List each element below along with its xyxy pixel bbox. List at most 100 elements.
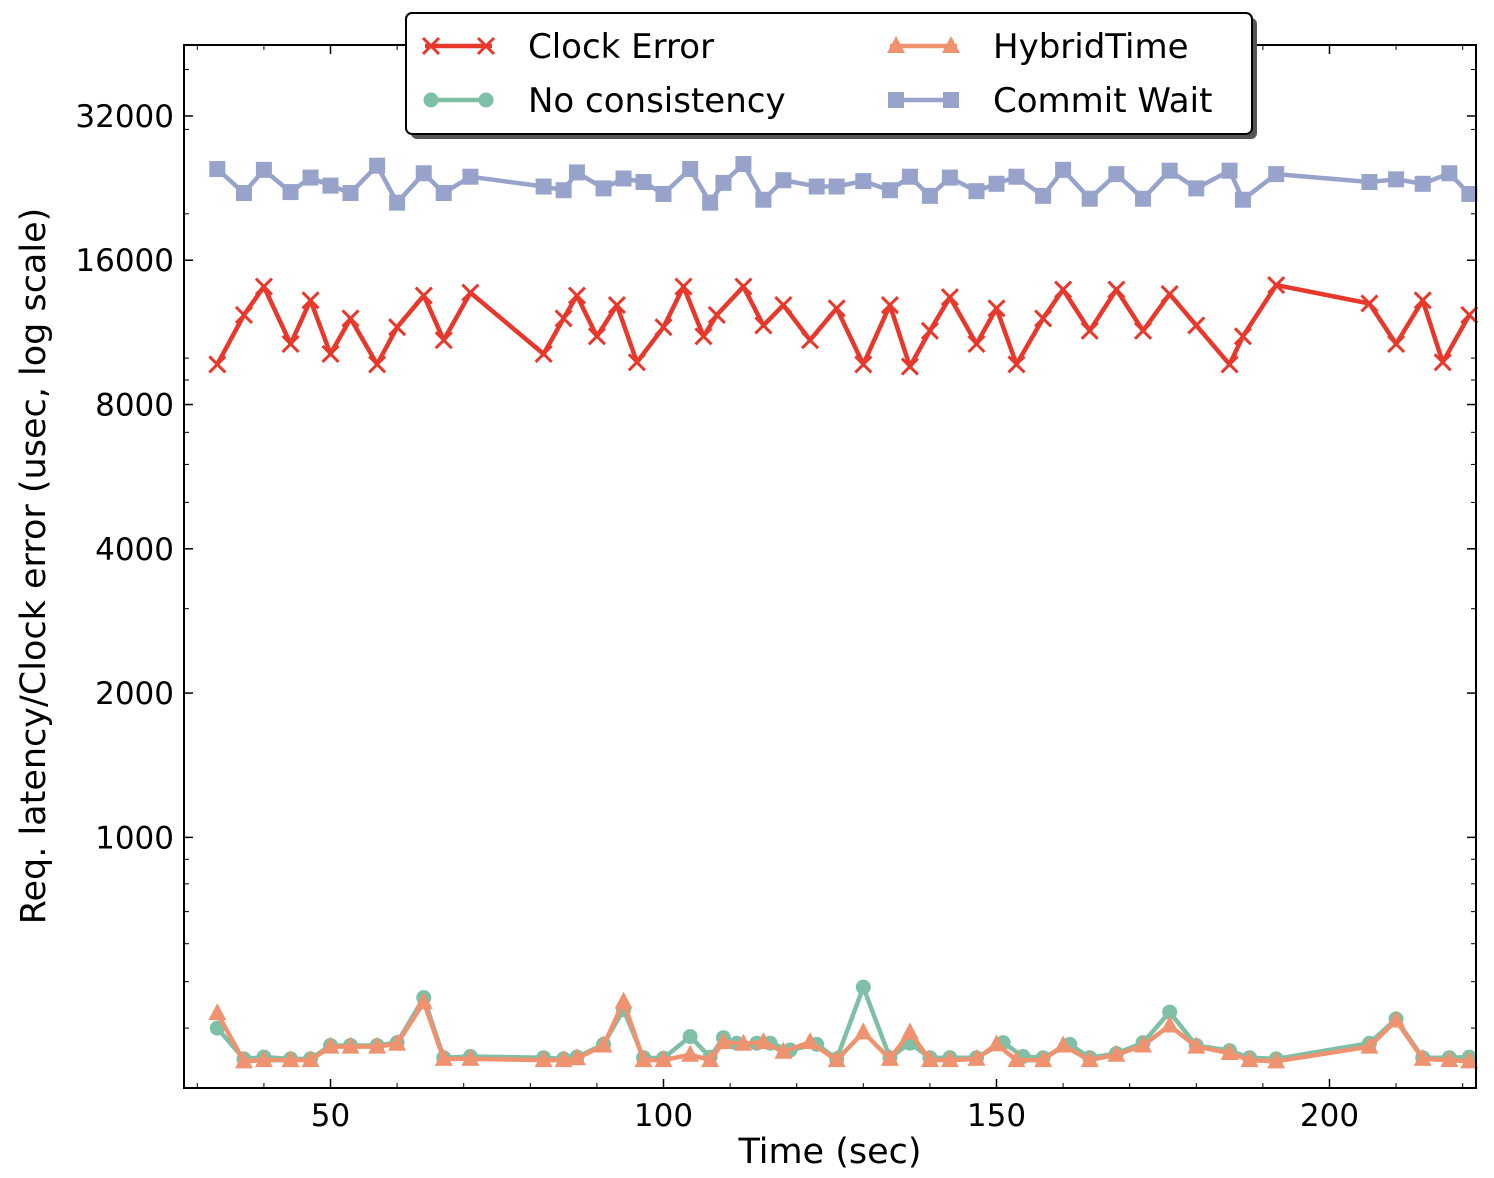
data-point-clock-error-stroke	[368, 355, 387, 374]
data-point-clock-error-stroke	[341, 309, 360, 328]
data-point-commit-wait	[462, 168, 479, 185]
data-point-commit-wait	[682, 161, 699, 178]
data-point-no-consistency	[1162, 1004, 1178, 1020]
data-point-clock-error	[880, 296, 899, 315]
data-point-commit-wait	[1035, 187, 1052, 204]
legend-marker-stroke	[476, 36, 496, 56]
x-tick-label: 50	[311, 1098, 350, 1134]
legend-marker	[942, 36, 960, 53]
data-point-hybridtime	[1360, 1036, 1379, 1054]
data-point-clock-error	[707, 305, 726, 325]
data-point-hybridtime	[341, 1036, 360, 1054]
data-point-hybridtime	[681, 1044, 700, 1062]
data-point-hybridtime	[554, 1050, 573, 1068]
data-point-clock-error-stroke	[940, 288, 959, 307]
legend-marker	[888, 92, 904, 108]
data-point-clock-error	[1360, 294, 1379, 313]
data-point-clock-error-stroke	[281, 334, 300, 354]
data-point-clock-error	[1233, 327, 1252, 346]
data-point-clock-error-stroke	[1107, 280, 1126, 299]
data-point-clock-error	[554, 309, 573, 328]
data-point-hybridtime	[1107, 1044, 1126, 1062]
legend-label: Clock Error	[528, 27, 714, 67]
legend-marker	[478, 92, 494, 108]
plot-area	[184, 45, 1476, 1088]
legend-label: Commit Wait	[993, 81, 1212, 121]
data-point-hybridtime	[920, 1050, 939, 1068]
data-point-commit-wait	[1234, 191, 1251, 208]
data-point-clock-error-stroke	[1233, 327, 1252, 346]
data-point-hybridtime	[654, 1050, 673, 1068]
data-point-clock-error-stroke	[920, 321, 939, 340]
y-tick-label: 32000	[75, 99, 174, 135]
data-point-commit-wait	[342, 185, 359, 202]
data-point-clock-error-stroke	[1133, 321, 1153, 340]
data-point-no-consistency	[682, 1029, 698, 1045]
data-point-clock-error	[388, 318, 407, 337]
series-clock-error	[208, 276, 1479, 376]
y-tick-label: 4000	[95, 532, 174, 568]
data-point-hybridtime	[567, 1048, 586, 1066]
data-point-hybridtime	[854, 1022, 873, 1040]
data-point-clock-error	[607, 296, 626, 315]
data-point-clock-error-stroke	[674, 277, 693, 296]
legend-marker	[887, 36, 905, 53]
data-point-commit-wait	[1461, 185, 1478, 202]
data-point-hybridtime	[281, 1050, 300, 1068]
data-point-hybridtime	[1007, 1050, 1026, 1068]
legend-label: HybridTime	[993, 27, 1188, 67]
data-point-clock-error-stroke	[434, 331, 453, 350]
data-point-clock-error-stroke	[1080, 321, 1099, 340]
data-point-clock-error	[940, 288, 959, 307]
data-point-clock-error	[368, 355, 387, 374]
data-point-commit-wait	[282, 184, 299, 201]
data-point-clock-error	[920, 321, 939, 340]
data-point-commit-wait	[828, 178, 845, 195]
data-point-hybridtime	[940, 1050, 959, 1068]
data-point-clock-error	[854, 355, 873, 374]
data-point-hybridtime	[900, 1022, 919, 1040]
legend-marker	[423, 92, 439, 108]
data-point-hybridtime	[594, 1035, 613, 1053]
data-point-clock-error	[254, 277, 273, 296]
data-point-commit-wait	[1081, 190, 1098, 207]
legend-label: No consistency	[528, 81, 786, 121]
data-point-clock-error	[1007, 355, 1026, 374]
x-tick-label: 200	[1300, 1098, 1359, 1134]
data-point-clock-error	[627, 353, 646, 372]
legend-box	[405, 12, 1253, 135]
data-point-commit-wait	[1135, 190, 1152, 207]
data-point-commit-wait	[941, 169, 958, 186]
data-point-commit-wait	[209, 161, 226, 178]
data-point-clock-error-stroke	[880, 296, 899, 315]
data-point-clock-error-stroke	[587, 327, 606, 346]
data-point-clock-error	[1107, 280, 1126, 299]
data-point-clock-error-stroke	[827, 299, 846, 318]
data-point-clock-error	[1267, 276, 1286, 295]
data-point-hybridtime	[967, 1048, 986, 1066]
y-tick-label: 1000	[95, 820, 174, 856]
data-point-clock-error-stroke	[707, 305, 726, 325]
data-point-commit-wait	[1055, 161, 1072, 178]
data-point-hybridtime	[701, 1050, 720, 1068]
data-point-hybridtime	[1460, 1051, 1479, 1069]
data-point-hybridtime	[254, 1050, 273, 1068]
data-point-clock-error	[1220, 355, 1239, 374]
data-point-commit-wait	[322, 177, 339, 194]
legend-item-hybridtime: HybridTime	[887, 27, 1188, 67]
data-point-clock-error-stroke	[754, 316, 773, 335]
data-point-hybridtime	[1240, 1050, 1259, 1068]
data-point-clock-error	[208, 355, 227, 374]
data-point-clock-error	[434, 331, 453, 350]
legend-marker	[476, 36, 496, 56]
data-point-commit-wait	[302, 169, 319, 186]
data-point-commit-wait	[555, 182, 572, 199]
data-point-clock-error-stroke	[388, 318, 407, 337]
data-point-clock-error-stroke	[1054, 280, 1073, 299]
y-tick-label: 16000	[75, 243, 174, 279]
data-point-clock-error-stroke	[1220, 355, 1239, 374]
data-point-clock-error	[654, 318, 673, 337]
data-point-hybridtime	[774, 1041, 793, 1059]
data-point-clock-error	[301, 291, 320, 310]
data-point-commit-wait	[755, 191, 772, 208]
